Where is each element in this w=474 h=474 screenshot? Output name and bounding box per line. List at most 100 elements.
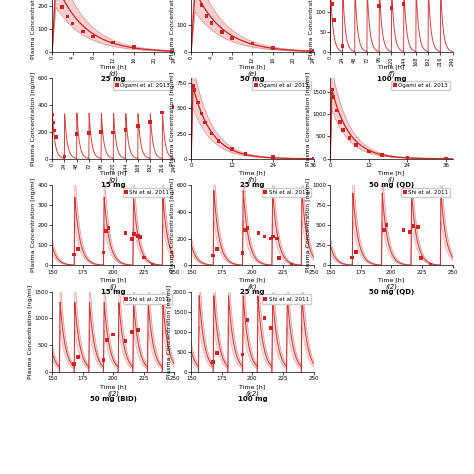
Text: Time [h]: Time [h]	[100, 384, 127, 389]
Text: Time [h]: Time [h]	[378, 171, 404, 176]
Point	[338, 42, 346, 50]
Point	[189, 82, 197, 90]
Text: (i): (i)	[388, 177, 395, 183]
Point	[261, 233, 268, 240]
Point	[53, 134, 60, 141]
Point	[336, 118, 344, 126]
Y-axis label: Plasma Concentration [ng/ml]: Plasma Concentration [ng/ml]	[167, 285, 172, 379]
Point	[134, 232, 142, 240]
Point	[109, 331, 117, 338]
Point	[103, 336, 111, 344]
Point	[329, 93, 337, 101]
Point	[261, 314, 268, 321]
Y-axis label: Plasma Concentration [ng/ml]: Plasma Concentration [ng/ml]	[27, 285, 33, 379]
Text: (k2): (k2)	[246, 390, 259, 397]
Point	[213, 246, 221, 253]
Point	[69, 19, 76, 27]
Point	[64, 13, 71, 20]
Y-axis label: Plasma Concentration [ng/ml]: Plasma Concentration [ng/ml]	[31, 72, 36, 165]
Point	[102, 228, 110, 235]
Point	[122, 229, 129, 237]
Point	[269, 45, 276, 52]
Point	[105, 224, 112, 232]
Y-axis label: Plasma Concentration [ng/ml]: Plasma Concentration [ng/ml]	[306, 72, 310, 165]
Point	[410, 222, 417, 230]
Y-axis label: Plasma Concentration [ng/ml]: Plasma Concentration [ng/ml]	[31, 178, 36, 272]
Point	[122, 337, 129, 345]
Point	[400, 226, 408, 234]
Point	[128, 236, 136, 243]
Point	[267, 235, 274, 242]
Point	[140, 254, 148, 261]
Text: Time [h]: Time [h]	[239, 277, 265, 283]
Point	[49, 119, 57, 127]
Point	[137, 233, 144, 241]
Point	[333, 107, 340, 114]
Text: (d): (d)	[109, 70, 118, 77]
Point	[380, 226, 388, 234]
Point	[208, 19, 215, 27]
Point	[378, 151, 385, 159]
Point	[171, 46, 178, 54]
Point	[149, 261, 156, 269]
Point	[73, 130, 81, 138]
Point	[59, 3, 66, 11]
Point	[442, 155, 450, 162]
Point	[241, 226, 249, 234]
Point	[273, 235, 281, 242]
Point	[239, 351, 246, 358]
Point	[339, 126, 347, 134]
Text: (i2): (i2)	[385, 283, 397, 290]
Y-axis label: Plasma Concentration [ng/ml]: Plasma Concentration [ng/ml]	[309, 0, 314, 59]
Text: 15 mg: 15 mg	[101, 289, 126, 295]
Point	[130, 230, 138, 238]
Text: Time [h]: Time [h]	[378, 64, 404, 69]
Point	[89, 33, 97, 40]
Text: 25 mg: 25 mg	[240, 289, 264, 295]
Point	[146, 118, 154, 126]
Point	[352, 141, 360, 149]
Text: 50 mg (BID): 50 mg (BID)	[90, 396, 137, 402]
Point	[275, 254, 283, 262]
Point	[109, 129, 117, 137]
Point	[228, 146, 236, 153]
Legend: Shi et al. 2011: Shi et al. 2011	[262, 188, 311, 197]
Text: 100 mg: 100 mg	[376, 76, 406, 82]
Point	[158, 109, 166, 116]
Point	[267, 324, 274, 331]
Text: 25 mg: 25 mg	[101, 76, 126, 82]
Point	[203, 12, 210, 20]
Y-axis label: Plasma Concentration [ng/ml]: Plasma Concentration [ng/ml]	[170, 178, 175, 272]
Point	[388, 4, 395, 12]
Point	[170, 103, 177, 111]
Point	[400, 0, 408, 8]
Point	[74, 246, 82, 253]
Point	[218, 28, 226, 36]
Text: (e): (e)	[247, 70, 257, 77]
Text: 50 mg (QD): 50 mg (QD)	[369, 182, 414, 189]
Point	[269, 233, 277, 240]
Point	[415, 223, 422, 231]
Point	[242, 150, 249, 158]
Point	[130, 43, 137, 51]
Text: 50 mg: 50 mg	[240, 76, 264, 82]
Point	[215, 137, 222, 145]
Point	[201, 119, 209, 127]
Point	[70, 360, 78, 368]
Point	[269, 153, 276, 161]
Point	[194, 99, 202, 106]
Point	[61, 153, 68, 160]
Y-axis label: Plasma Concentration [ng/ml]: Plasma Concentration [ng/ml]	[170, 72, 175, 165]
Point	[100, 248, 107, 256]
Point	[346, 135, 353, 142]
Point	[328, 86, 336, 93]
Y-axis label: Plasma Concentration [ng/ml]: Plasma Concentration [ng/ml]	[31, 0, 36, 59]
Point	[85, 129, 92, 137]
Point	[128, 328, 136, 336]
Point	[50, 127, 58, 135]
Point	[255, 229, 262, 237]
Point	[191, 86, 199, 94]
Point	[198, 1, 205, 9]
Point	[208, 130, 215, 137]
Text: Time [h]: Time [h]	[100, 171, 127, 176]
